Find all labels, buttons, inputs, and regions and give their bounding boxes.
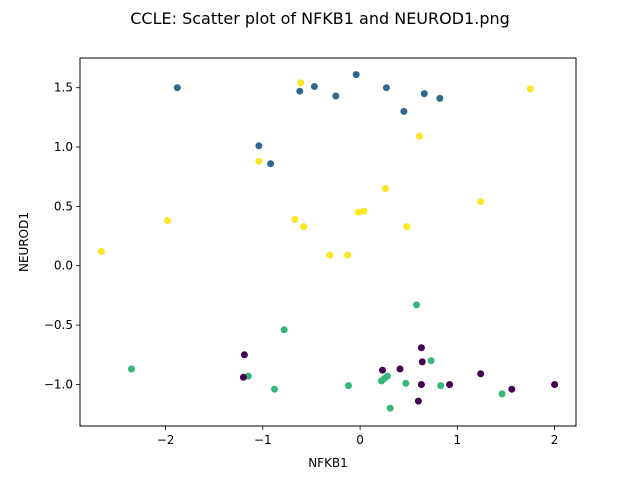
plot-frame	[79, 57, 577, 427]
data-point	[164, 217, 171, 225]
y-tick-label: 0.0	[54, 259, 73, 273]
data-point	[300, 223, 308, 231]
y-tick-label: 1.0	[54, 140, 73, 154]
data-point	[418, 358, 426, 366]
x-tick-label: 2	[551, 433, 559, 447]
data-point	[551, 381, 559, 388]
data-point	[271, 385, 278, 393]
points-layer	[97, 71, 559, 412]
data-point	[427, 357, 435, 365]
data-point	[417, 381, 425, 388]
data-point	[381, 185, 389, 193]
data-point	[446, 381, 454, 388]
data-point	[414, 397, 422, 405]
data-point	[379, 366, 386, 374]
data-point	[280, 326, 288, 334]
y-tick-label: −0.5	[44, 318, 73, 332]
data-point	[240, 351, 248, 359]
y-tick-label: 0.5	[54, 199, 73, 213]
data-point	[344, 251, 351, 259]
chart-title: CCLE: Scatter plot of NFKB1 and NEUROD1.…	[130, 9, 510, 28]
data-point	[352, 71, 360, 79]
data-point	[400, 107, 408, 115]
y-axis-label: NEUROD1	[17, 212, 31, 272]
data-point	[360, 207, 368, 215]
data-point	[173, 84, 181, 92]
data-point	[415, 132, 423, 140]
x-tick-label: 0	[356, 433, 364, 447]
data-point	[420, 90, 428, 98]
data-point	[296, 87, 304, 95]
data-point	[97, 248, 105, 255]
ticks-layer: −2 −1 0 1 2 −1.0 −0.5 0.0 0.5 1.0 1.5	[44, 81, 559, 447]
y-tick-label: 1.5	[54, 81, 73, 95]
y-tick-label: −1.0	[44, 378, 73, 392]
data-point	[413, 301, 420, 309]
plot-area	[80, 58, 576, 426]
data-point	[310, 83, 318, 90]
data-point	[477, 198, 485, 206]
data-point	[267, 160, 275, 168]
data-point	[344, 382, 352, 390]
data-point	[128, 365, 135, 373]
data-point	[417, 344, 425, 352]
data-point	[498, 390, 506, 398]
x-tick-label: 1	[453, 433, 461, 447]
x-tick-label: −1	[254, 433, 272, 447]
data-point	[332, 92, 340, 100]
data-point	[396, 365, 404, 373]
data-point	[508, 385, 516, 393]
data-point	[291, 215, 299, 223]
data-point	[383, 372, 391, 380]
data-point	[297, 79, 305, 87]
data-point	[255, 157, 263, 165]
data-point	[239, 373, 247, 381]
data-point	[255, 142, 263, 150]
data-point	[402, 379, 410, 387]
data-point	[436, 94, 444, 102]
data-point	[354, 208, 362, 216]
data-point	[437, 382, 445, 390]
x-axis-label: NFKB1	[308, 456, 348, 470]
data-point	[386, 404, 394, 412]
data-point	[403, 223, 411, 231]
data-point	[477, 370, 485, 378]
data-point	[526, 85, 534, 93]
x-tick-label: −2	[157, 433, 175, 447]
data-point	[382, 84, 390, 92]
data-point	[326, 251, 334, 259]
